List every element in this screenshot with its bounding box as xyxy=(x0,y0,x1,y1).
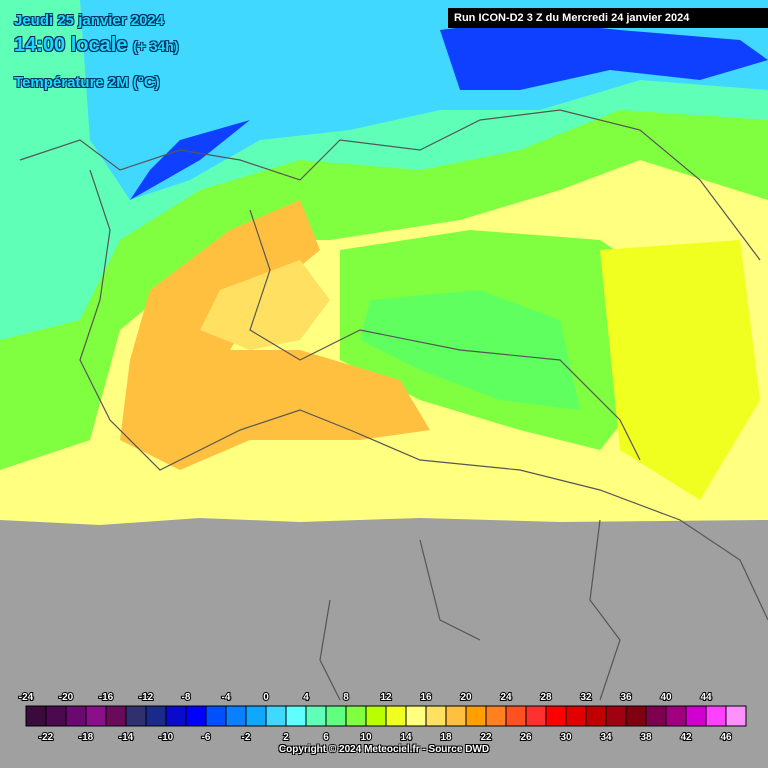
legend-swatch xyxy=(705,705,727,727)
legend-label: 0 xyxy=(263,692,269,703)
legend-swatch xyxy=(505,705,527,727)
border-line xyxy=(249,209,641,461)
legend-label: 18 xyxy=(440,732,452,743)
legend-label: -6 xyxy=(202,732,211,743)
legend-swatch xyxy=(205,705,227,727)
legend-label: -16 xyxy=(99,692,114,703)
legend-label: 24 xyxy=(500,692,512,703)
run-info: Run ICON-D2 3 Z du Mercredi 24 janvier 2… xyxy=(448,8,768,28)
legend-swatch xyxy=(465,705,487,727)
legend-swatch xyxy=(405,705,427,727)
border-line xyxy=(319,519,621,701)
variable: Température 2M (°C) xyxy=(14,74,160,91)
legend-swatch xyxy=(625,705,647,727)
legend-label: 12 xyxy=(380,692,392,703)
legend-label: 40 xyxy=(660,692,672,703)
legend-swatch xyxy=(265,705,287,727)
legend-swatch xyxy=(285,705,307,727)
legend-swatch xyxy=(645,705,667,727)
legend-swatch xyxy=(365,705,387,727)
legend-swatch xyxy=(725,705,747,727)
border-line xyxy=(19,109,761,261)
no-data-area xyxy=(0,518,768,768)
legend-swatch xyxy=(65,705,87,727)
legend-label: -4 xyxy=(222,692,231,703)
legend-label: 10 xyxy=(360,732,372,743)
legend-label: 38 xyxy=(640,732,652,743)
legend-label: -12 xyxy=(139,692,154,703)
legend-swatch xyxy=(225,705,247,727)
legend-label: -18 xyxy=(79,732,94,743)
legend-swatch xyxy=(665,705,687,727)
legend-label: 44 xyxy=(700,692,712,703)
legend-swatch xyxy=(345,705,367,727)
legend-label: 26 xyxy=(520,732,532,743)
legend-swatch xyxy=(305,705,327,727)
legend-swatch xyxy=(485,705,507,727)
time-text: 14:00 locale xyxy=(14,34,128,56)
legend-swatch xyxy=(605,705,627,727)
legend-label: 8 xyxy=(343,692,349,703)
legend-swatch xyxy=(565,705,587,727)
legend-swatch xyxy=(105,705,127,727)
zone-yellow xyxy=(600,240,760,500)
legend-swatch xyxy=(445,705,467,727)
legend-label: 6 xyxy=(323,732,329,743)
date: Jeudi 25 janvier 2024 xyxy=(14,12,165,29)
offset: (+ 34h) xyxy=(132,38,179,54)
legend-label: 22 xyxy=(480,732,492,743)
zone-deep-blue xyxy=(130,120,250,200)
legend-swatch xyxy=(385,705,407,727)
legend-label: 30 xyxy=(560,732,572,743)
legend-label: -14 xyxy=(119,732,134,743)
legend-label: -8 xyxy=(182,692,191,703)
legend-label: -2 xyxy=(242,732,251,743)
legend-swatch xyxy=(525,705,547,727)
legend-swatch xyxy=(545,705,567,727)
copyright: Copyright © 2024 Meteociel.fr - Source D… xyxy=(278,744,490,755)
legend-label: 42 xyxy=(680,732,692,743)
legend-swatch xyxy=(325,705,347,727)
legend-swatch xyxy=(425,705,447,727)
legend-label: -20 xyxy=(59,692,74,703)
zone-deep-blue xyxy=(440,20,768,90)
legend-label: 14 xyxy=(400,732,412,743)
zone-orange xyxy=(120,200,430,470)
time: 14:00 locale (+ 34h) xyxy=(14,34,179,57)
legend-swatch xyxy=(165,705,187,727)
legend: -24-22-20-18-16-14-12-10-8-6-4-202468101… xyxy=(18,691,747,744)
legend-label: 36 xyxy=(620,692,632,703)
legend-swatch xyxy=(185,705,207,727)
legend-swatch xyxy=(245,705,267,727)
legend-label: 20 xyxy=(460,692,472,703)
legend-label: 32 xyxy=(580,692,592,703)
legend-label: -24 xyxy=(19,692,34,703)
legend-label: 4 xyxy=(303,692,309,703)
legend-swatch xyxy=(85,705,107,727)
legend-label: -10 xyxy=(159,732,174,743)
legend-label: 46 xyxy=(720,732,732,743)
legend-swatch xyxy=(685,705,707,727)
zone-plain-inner xyxy=(360,290,580,410)
borders xyxy=(19,109,768,701)
legend-swatch xyxy=(45,705,67,727)
legend-label: -22 xyxy=(39,732,54,743)
legend-swatch xyxy=(145,705,167,727)
legend-swatch xyxy=(125,705,147,727)
legend-label: 28 xyxy=(540,692,552,703)
border-line xyxy=(79,169,768,621)
legend-label: 2 xyxy=(283,732,289,743)
zone-light-orange xyxy=(200,260,330,350)
legend-swatch xyxy=(585,705,607,727)
legend-label: 16 xyxy=(420,692,432,703)
legend-label: 34 xyxy=(600,732,612,743)
legend-swatch xyxy=(25,705,47,727)
